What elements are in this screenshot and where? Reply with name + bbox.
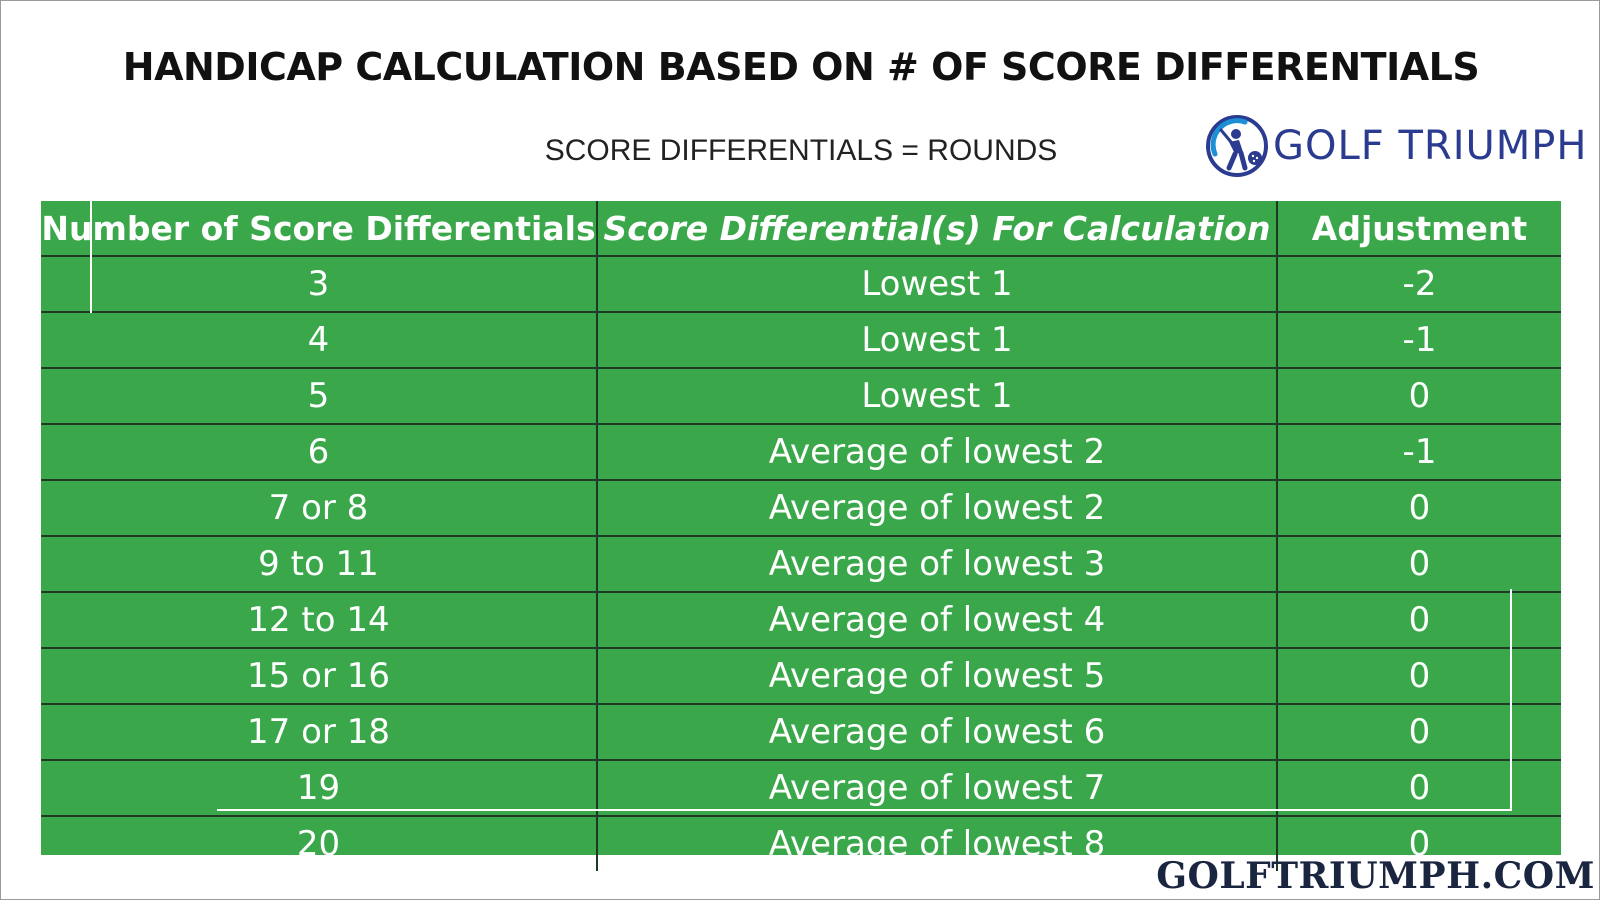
header-number-of-differentials: Number of Score Differentials [41, 201, 597, 257]
cell-count: 15 or 16 [41, 648, 597, 705]
header-adjustment: Adjustment [1276, 201, 1561, 257]
cell-adjustment: -1 [1276, 312, 1561, 369]
cell-adjustment: 0 [1276, 592, 1561, 649]
cell-calc: Lowest 1 [596, 256, 1277, 313]
table-row: 17 or 18 Average of lowest 6 0 [41, 704, 1561, 761]
table-row: 19 Average of lowest 7 0 [41, 760, 1561, 817]
cell-adjustment: -2 [1276, 256, 1561, 313]
cell-adjustment: -1 [1276, 424, 1561, 481]
cell-count: 6 [41, 424, 597, 481]
cell-calc: Average of lowest 4 [596, 592, 1277, 649]
cell-count: 20 [296, 824, 341, 864]
cell-calc: Average of lowest 2 [596, 424, 1277, 481]
table-row: 5 Lowest 1 0 [41, 368, 1561, 425]
cell-adjustment: 0 [1276, 704, 1561, 761]
cell-calc: Lowest 1 [596, 368, 1277, 425]
table-row: 6 Average of lowest 2 -1 [41, 424, 1561, 481]
table-row: 4 Lowest 1 -1 [41, 312, 1561, 369]
cell-count: 7 or 8 [41, 480, 597, 537]
table-header-row: Number of Score Differentials Score Diff… [41, 201, 1561, 257]
header-differentials-for-calculation: Score Differential(s) For Calculation [596, 201, 1277, 257]
cell-adjustment: 0 [1276, 480, 1561, 537]
handicap-table-container: Number of Score Differentials Score Diff… [41, 201, 1561, 871]
page-title: HANDICAP CALCULATION BASED ON # OF SCORE… [122, 45, 1480, 89]
cell-count: 19 [41, 760, 597, 817]
handicap-table: Number of Score Differentials Score Diff… [41, 201, 1561, 871]
cell-calc: Average of lowest 5 [596, 648, 1277, 705]
subtitle: SCORE DIFFERENTIALS = ROUNDS [544, 134, 1058, 167]
cell-calc: Average of lowest 7 [596, 760, 1277, 817]
cell-adjustment: 0 [1276, 368, 1561, 425]
cell-count: 3 [41, 256, 597, 313]
table-row: 20 Average of lowest 8 0 [41, 816, 1561, 871]
cell-calc: Average of lowest 2 [596, 480, 1277, 537]
website-url: GOLFTRIUMPH.COM [1156, 855, 1595, 897]
overlay-line-bottom-horizontal [217, 809, 1512, 811]
overlay-line-right-vertical [1510, 589, 1512, 811]
table-row: 15 or 16 Average of lowest 5 0 [41, 648, 1561, 705]
cell-adjustment: 0 [1276, 648, 1561, 705]
table-row: 12 to 14 Average of lowest 4 0 [41, 592, 1561, 649]
cell-adjustment: 0 [1276, 816, 1561, 871]
cell-calc: Average of lowest 3 [596, 536, 1277, 593]
cell-adjustment: 0 [1276, 760, 1561, 817]
cell-calc: Lowest 1 [596, 312, 1277, 369]
table-row: 7 or 8 Average of lowest 2 0 [41, 480, 1561, 537]
overlay-line-left-vertical [90, 201, 92, 313]
cell-calc: Average of lowest 6 [596, 704, 1277, 761]
brand-logo: GOLF TRIUMPH [1205, 113, 1588, 179]
cell-calc: Average of lowest 8 [596, 816, 1277, 871]
cell-count: 4 [41, 312, 597, 369]
cell-count: 12 to 14 [41, 592, 597, 649]
table-row: 3 Lowest 1 -2 [41, 256, 1561, 313]
cell-count: 5 [41, 368, 597, 425]
cell-count: 17 or 18 [41, 704, 597, 761]
cell-adjustment: 0 [1276, 536, 1561, 593]
golfer-swing-icon [1206, 115, 1268, 177]
brand-name: GOLF TRIUMPH [1273, 123, 1588, 169]
table-row: 9 to 11 Average of lowest 3 0 [41, 536, 1561, 593]
cell-count: 9 to 11 [41, 536, 597, 593]
